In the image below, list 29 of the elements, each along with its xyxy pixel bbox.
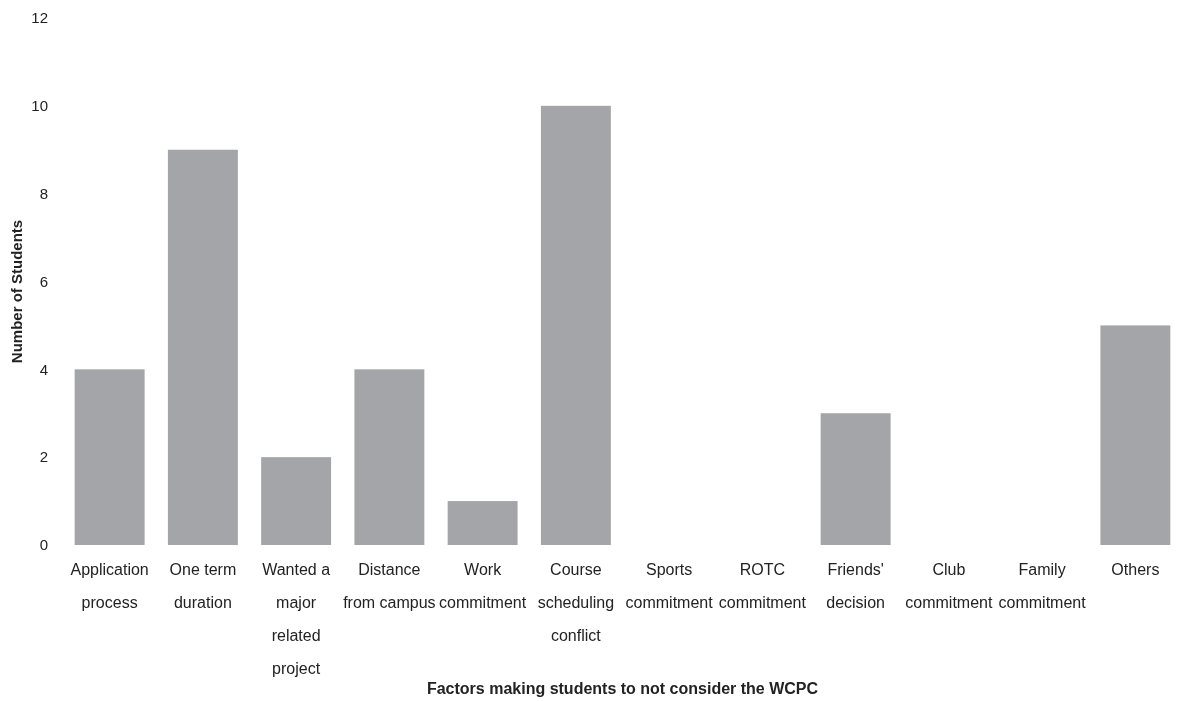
y-tick-label: 2	[39, 448, 48, 466]
y-tick-label: 0	[39, 536, 48, 554]
x-axis-title: Factors making students to not consider the WCPC	[426, 680, 819, 697]
y-tick-label: 6	[39, 272, 48, 290]
bar	[820, 413, 891, 545]
y-tick-label: 8	[39, 184, 48, 202]
bar	[74, 369, 145, 545]
x-tick-label: Course scheduling conflict	[537, 561, 615, 644]
x-tick-label: ROTC commitment	[718, 561, 807, 611]
bar	[354, 369, 425, 545]
y-tick-label: 10	[31, 97, 48, 115]
bar	[1100, 325, 1171, 545]
x-tick-label: Wanted a major related project	[262, 561, 331, 677]
x-tick-label: Distance from campus	[343, 561, 436, 611]
bar	[447, 501, 518, 545]
x-tick-label: Friends' decision	[826, 561, 885, 611]
x-tick-label: Work commitment	[439, 561, 527, 611]
y-tick-label: 4	[39, 360, 48, 378]
bar	[540, 105, 611, 545]
y-tick-label: 12	[31, 9, 48, 27]
x-tick-label: Family commitment	[998, 561, 1087, 611]
x-tick-label: Others	[1111, 561, 1160, 578]
x-tick-label: One term duration	[169, 561, 237, 611]
x-tick-label: Club commitment	[905, 561, 993, 611]
x-tick-label: Application process	[70, 561, 149, 611]
bar	[261, 457, 332, 545]
y-axis-title: Number of Students	[8, 219, 25, 364]
bar	[167, 149, 238, 545]
x-tick-label: Sports commitment	[625, 561, 714, 611]
